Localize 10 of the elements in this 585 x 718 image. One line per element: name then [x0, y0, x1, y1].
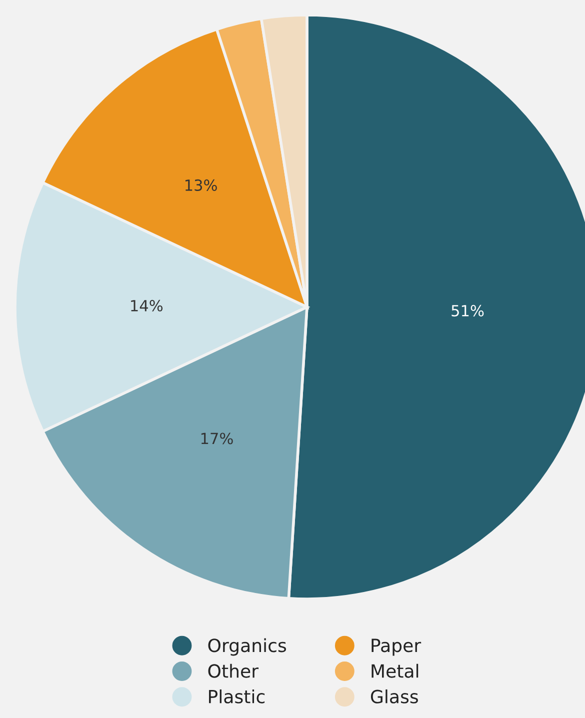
data-label: 13%	[185, 179, 217, 191]
legend-label: Other	[208, 664, 259, 678]
legend-label: Plastic	[209, 689, 265, 704]
data-label: 17%	[201, 432, 233, 444]
data-label: 51%	[452, 304, 484, 316]
data-label: 14%	[131, 300, 163, 312]
legend-label: Organics	[208, 638, 286, 656]
legend-label: Glass	[370, 689, 418, 704]
legend-label: Paper	[372, 638, 422, 656]
legend-label: Metal	[372, 664, 418, 678]
